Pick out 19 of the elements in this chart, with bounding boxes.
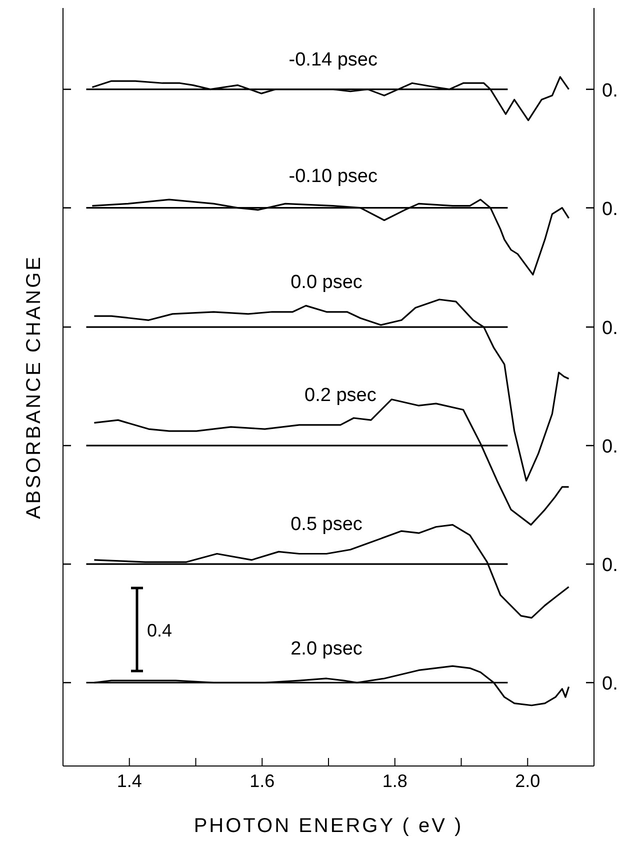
text: 0. bbox=[602, 555, 618, 576]
text: 0. bbox=[602, 318, 618, 340]
series-label: 0.5 psec bbox=[290, 514, 362, 535]
series-label: -0.14 psec bbox=[288, 49, 378, 70]
series-label: -0.10 psec bbox=[288, 166, 378, 187]
x-tick-label: 1.8 bbox=[382, 770, 408, 791]
x-tick-label: 1.4 bbox=[116, 770, 142, 791]
x-tick-label: 2.0 bbox=[515, 770, 540, 791]
series-label: 0.2 psec bbox=[304, 384, 376, 406]
text: 0. bbox=[602, 674, 618, 695]
y-axis-title: ABSORBANCE CHANGE bbox=[23, 254, 46, 520]
x-axis-title: PHOTON ENERGY ( eV ) bbox=[194, 815, 464, 837]
annotation: 0.4 bbox=[147, 620, 172, 640]
series-label: 0.0 psec bbox=[290, 272, 362, 293]
x-tick-label: 1.6 bbox=[250, 770, 275, 791]
text: 0. bbox=[602, 80, 618, 102]
series-label: 2.0 psec bbox=[290, 638, 362, 660]
text: 0. bbox=[602, 198, 618, 220]
text: 0. bbox=[602, 436, 618, 458]
